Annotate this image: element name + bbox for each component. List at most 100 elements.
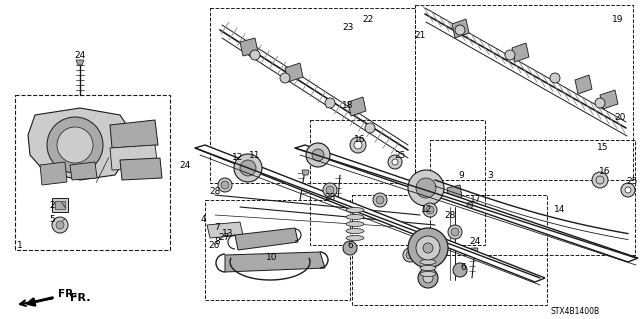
Polygon shape [225,252,325,272]
Bar [310,120,485,245]
Text: STX4B1400B: STX4B1400B [551,308,600,316]
Text: 8: 8 [214,238,220,247]
Circle shape [47,117,103,173]
Circle shape [376,196,384,204]
Polygon shape [28,108,130,180]
Circle shape [448,225,462,239]
Circle shape [52,217,68,233]
Text: 4: 4 [200,216,206,225]
Circle shape [323,183,337,197]
Text: 21: 21 [414,31,426,40]
Bar [205,200,350,300]
Text: 23: 23 [342,24,354,33]
Circle shape [426,206,434,214]
Polygon shape [512,43,529,62]
Circle shape [373,193,387,207]
Ellipse shape [346,235,364,241]
Circle shape [595,98,605,108]
Text: 24: 24 [179,160,191,169]
Circle shape [365,123,375,133]
Polygon shape [453,266,467,273]
Circle shape [550,73,560,83]
Circle shape [354,141,362,149]
Polygon shape [343,244,357,251]
Text: 5: 5 [49,216,55,225]
Polygon shape [207,222,243,238]
Text: 28: 28 [444,211,456,219]
Circle shape [416,178,436,198]
Polygon shape [600,90,618,109]
Circle shape [250,50,260,60]
Circle shape [326,186,334,194]
Polygon shape [452,19,469,38]
Circle shape [350,137,366,153]
Text: 9: 9 [458,170,464,180]
Polygon shape [52,198,68,212]
Circle shape [596,176,604,184]
Polygon shape [285,63,303,82]
Circle shape [57,127,93,163]
Circle shape [418,268,438,288]
Ellipse shape [420,271,436,277]
Polygon shape [120,158,162,180]
Text: 27: 27 [218,234,230,242]
Circle shape [234,154,262,182]
Text: 12: 12 [421,205,433,214]
Bar [210,8,415,183]
Polygon shape [302,170,309,175]
Circle shape [625,187,631,193]
Text: 15: 15 [597,144,609,152]
Circle shape [505,50,515,60]
Circle shape [621,183,635,197]
Bar [15,95,170,250]
Text: 26: 26 [208,241,220,250]
Text: 28: 28 [324,194,336,203]
Circle shape [240,160,256,176]
Polygon shape [70,162,97,180]
Text: 6: 6 [460,263,466,272]
Circle shape [306,143,330,167]
Text: 16: 16 [355,136,365,145]
Text: 14: 14 [554,205,566,214]
Polygon shape [235,228,298,250]
Ellipse shape [346,228,364,234]
Circle shape [408,170,444,206]
Circle shape [451,228,459,236]
Polygon shape [40,162,67,185]
Text: 20: 20 [614,114,626,122]
Bar [352,195,547,305]
Bar [415,5,633,180]
Text: 25: 25 [394,151,406,160]
Polygon shape [348,97,366,116]
Polygon shape [76,60,84,65]
Polygon shape [447,185,462,200]
Text: 3: 3 [487,170,493,180]
Text: 28: 28 [410,250,420,259]
Circle shape [325,98,335,108]
Polygon shape [240,38,258,56]
Circle shape [392,159,398,165]
Circle shape [423,203,437,217]
Circle shape [423,273,433,283]
Text: 24: 24 [74,50,86,60]
Ellipse shape [346,221,364,226]
Ellipse shape [420,265,436,271]
Text: 19: 19 [612,16,624,25]
Circle shape [388,155,402,169]
Text: 16: 16 [599,167,611,176]
Text: 1: 1 [17,241,23,249]
Circle shape [416,236,440,260]
Polygon shape [110,120,158,148]
Circle shape [592,172,608,188]
Circle shape [406,251,414,259]
Circle shape [343,241,357,255]
Polygon shape [575,75,592,94]
Circle shape [312,149,324,161]
Circle shape [403,248,417,262]
Ellipse shape [420,259,436,264]
Text: 12: 12 [232,152,244,161]
Ellipse shape [420,254,436,258]
Text: 18: 18 [342,100,354,109]
Polygon shape [55,201,65,209]
Text: 6: 6 [347,241,353,249]
